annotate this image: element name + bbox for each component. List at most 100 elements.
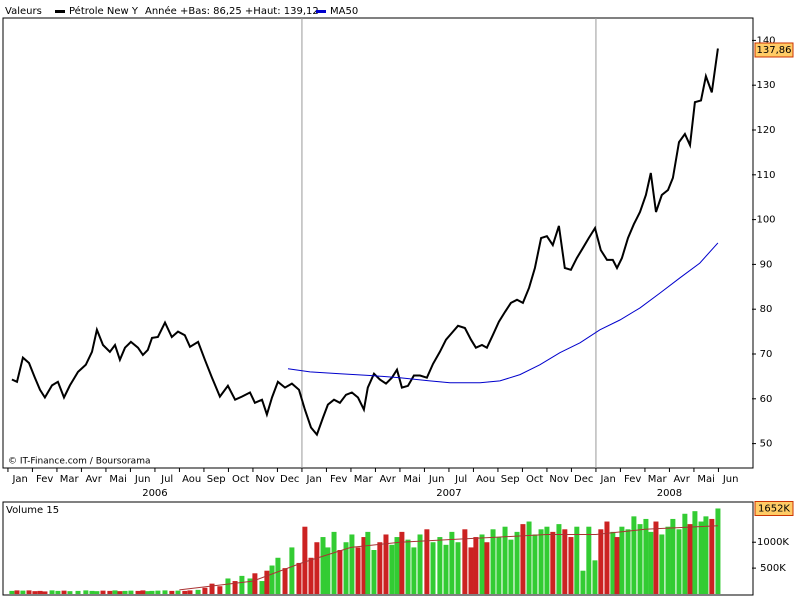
credit: © IT-Finance.com / Boursorama xyxy=(8,457,150,467)
volume-bar xyxy=(122,590,128,594)
year-label: 2008 xyxy=(657,488,682,499)
volume-bar xyxy=(135,590,141,594)
volume-bar xyxy=(247,578,253,594)
volume-bar xyxy=(532,534,538,594)
volume-bar xyxy=(107,590,113,594)
volume-bar xyxy=(574,526,580,594)
x-tick-label: Aou xyxy=(476,474,495,485)
volume-bar xyxy=(377,542,383,594)
volume-bar xyxy=(580,570,586,594)
volume-bar xyxy=(625,529,631,594)
volume-bar xyxy=(269,565,275,594)
legend-title: Valeurs xyxy=(5,6,42,17)
x-tick-label: Mar xyxy=(354,474,374,485)
volume-bar xyxy=(538,529,544,594)
volume-bar xyxy=(162,590,168,594)
volume-bar xyxy=(259,581,265,594)
volume-bar xyxy=(175,590,181,594)
x-tick-label: Avr xyxy=(380,474,397,485)
volume-bar xyxy=(568,537,574,594)
y-tick-label: 130 xyxy=(756,80,775,91)
x-tick-label: Jan xyxy=(305,474,321,485)
price-line xyxy=(287,242,719,384)
volume-bar xyxy=(239,575,245,594)
y-tick-label: 140 xyxy=(756,35,775,46)
volume-bar xyxy=(389,544,395,594)
x-tick-label: Fev xyxy=(36,474,53,485)
x-tick-label: Mai xyxy=(109,474,127,485)
x-tick-label: Fev xyxy=(330,474,347,485)
x-tick-label: Dec xyxy=(574,474,593,485)
volume-bar xyxy=(83,590,89,594)
volume-bar xyxy=(302,526,308,594)
volume-bar xyxy=(232,581,238,594)
volume-bar xyxy=(149,590,155,594)
x-tick-label: Mai xyxy=(697,474,715,485)
legend-label: Pétrole New Y xyxy=(69,5,139,17)
volume-bar xyxy=(682,513,688,594)
last-value-box xyxy=(754,42,794,58)
x-tick-label: Mar xyxy=(60,474,80,485)
volume-bar xyxy=(75,590,81,594)
volume-bar xyxy=(502,526,508,594)
volume-bar xyxy=(100,590,106,594)
y-tick-label: 100 xyxy=(756,215,775,226)
volume-title: Volume 15 xyxy=(6,505,59,516)
volume-bar xyxy=(462,529,468,594)
volume-bar xyxy=(449,531,455,594)
volume-bar xyxy=(473,537,479,594)
volume-bar xyxy=(437,537,443,594)
volume-bar xyxy=(117,591,123,594)
volume-bar xyxy=(195,589,201,594)
volume-bar xyxy=(365,531,371,594)
volume-bar xyxy=(140,590,146,594)
volume-bar xyxy=(610,531,616,594)
volume-bar xyxy=(37,590,43,594)
x-tick-label: Jun xyxy=(722,474,739,485)
volume-bar xyxy=(709,518,715,594)
x-tick-label: Fev xyxy=(624,474,641,485)
x-tick-label: Jun xyxy=(134,474,151,485)
price-line xyxy=(11,48,719,437)
price-frame xyxy=(2,17,754,469)
volume-bar xyxy=(308,557,314,594)
volume-bar xyxy=(14,590,20,594)
year-label: 2007 xyxy=(436,488,461,499)
x-tick-label: Jul xyxy=(454,474,467,485)
volume-bar xyxy=(169,590,175,594)
legend-label: MA50 xyxy=(330,6,358,17)
volume-bar xyxy=(619,526,625,594)
volume-bar xyxy=(296,562,302,594)
volume-bar xyxy=(670,518,676,594)
x-tick-label: Dec xyxy=(280,474,299,485)
volume-bar xyxy=(331,531,337,594)
volume-bar xyxy=(417,534,423,594)
volume-bar xyxy=(556,524,562,594)
volume-bar xyxy=(394,537,400,594)
volume-bar xyxy=(676,529,682,594)
y-tick-label: 110 xyxy=(756,170,775,181)
legend-swatch xyxy=(316,10,326,13)
volume-bar xyxy=(479,534,485,594)
volume-bar xyxy=(314,542,320,594)
volume-bar xyxy=(631,516,637,594)
volume-bar xyxy=(20,590,26,594)
volume-bar xyxy=(202,587,208,594)
x-tick-label: Jan xyxy=(11,474,27,485)
volume-bar xyxy=(55,590,61,594)
x-tick-label: Sep xyxy=(207,474,226,485)
last-value-label: 137,86 xyxy=(757,45,792,56)
x-tick-label: Mai xyxy=(403,474,421,485)
y-tick-label: 70 xyxy=(760,349,773,360)
subtitle: Année +Bas: 86,25 +Haut: 139,12 xyxy=(145,5,319,17)
volume-bar xyxy=(430,542,436,594)
y-tick-label: 80 xyxy=(760,304,773,315)
volume-bar xyxy=(592,560,598,594)
volume-bar xyxy=(703,516,709,594)
volume-bar xyxy=(715,508,721,594)
volume-bar xyxy=(264,570,270,594)
volume-bar xyxy=(490,529,496,594)
volume-bar xyxy=(424,529,430,594)
volume-bar xyxy=(361,537,367,594)
